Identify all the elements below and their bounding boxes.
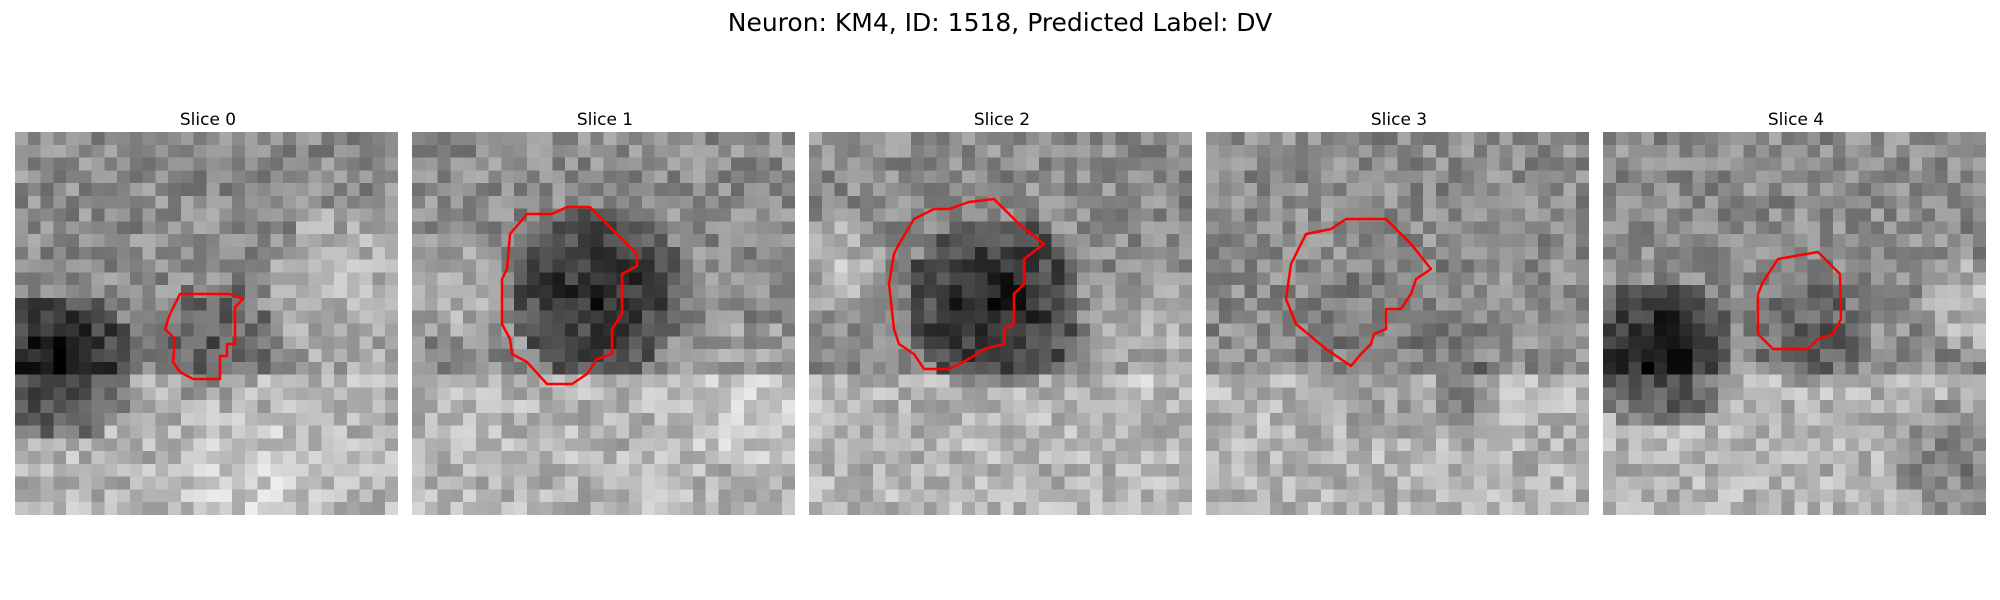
roi-contour: [500, 205, 639, 386]
roi-contour: [1284, 217, 1433, 368]
figure-title: Neuron: KM4, ID: 1518, Predicted Label: …: [727, 8, 1273, 37]
slice-panel-1: Slice 1: [412, 108, 798, 515]
roi-contour: [887, 197, 1046, 371]
slice-title: Slice 1: [576, 110, 634, 130]
roi-contour: [1756, 250, 1843, 351]
slice-image: [412, 132, 795, 515]
slice-image: [809, 132, 1192, 515]
slice-title: Slice 3: [1370, 110, 1428, 130]
slice-image: [15, 132, 398, 515]
slice-panel-2: Slice 2: [809, 108, 1195, 515]
slice-panel-3: Slice 3: [1206, 108, 1592, 515]
slice-title: Slice 4: [1767, 110, 1825, 130]
slice-title: Slice 2: [973, 110, 1031, 130]
slice-image: [1206, 132, 1589, 515]
slice-panel-4: Slice 4: [1603, 108, 1989, 515]
slice-title: Slice 0: [179, 110, 237, 130]
slice-image: [1603, 132, 1986, 515]
roi-contour: [163, 292, 245, 381]
slice-panel-0: Slice 0: [15, 108, 401, 515]
